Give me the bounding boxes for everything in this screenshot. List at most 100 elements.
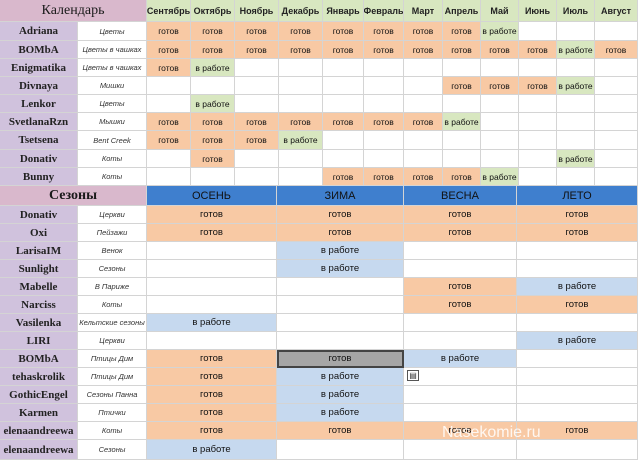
season-status-cell[interactable] bbox=[147, 296, 277, 314]
season-status-cell[interactable] bbox=[517, 440, 638, 460]
status-cell[interactable] bbox=[519, 150, 557, 168]
status-cell[interactable] bbox=[364, 59, 404, 77]
status-cell[interactable]: в работе bbox=[481, 168, 519, 186]
status-cell[interactable]: в работе bbox=[557, 150, 595, 168]
status-cell[interactable] bbox=[519, 168, 557, 186]
season-status-cell[interactable] bbox=[517, 242, 638, 260]
status-cell[interactable] bbox=[147, 150, 191, 168]
status-cell[interactable]: готов bbox=[279, 113, 323, 131]
status-cell[interactable]: готов bbox=[191, 131, 235, 150]
season-status-cell[interactable]: готов bbox=[147, 350, 277, 368]
status-cell[interactable]: готов bbox=[323, 113, 364, 131]
season-status-cell[interactable]: готов bbox=[517, 206, 638, 224]
status-cell[interactable]: в работе bbox=[443, 113, 481, 131]
status-cell[interactable] bbox=[481, 95, 519, 113]
status-cell[interactable] bbox=[235, 59, 279, 77]
season-status-cell[interactable] bbox=[404, 314, 517, 332]
status-cell[interactable]: готов bbox=[364, 22, 404, 41]
status-cell[interactable] bbox=[481, 59, 519, 77]
season-status-cell[interactable] bbox=[517, 350, 638, 368]
season-status-cell[interactable] bbox=[517, 386, 638, 404]
status-cell[interactable]: готов bbox=[364, 113, 404, 131]
status-cell[interactable] bbox=[595, 95, 638, 113]
status-cell[interactable] bbox=[557, 113, 595, 131]
season-status-cell[interactable]: готов bbox=[404, 224, 517, 242]
season-status-cell[interactable]: в работе bbox=[517, 278, 638, 296]
status-cell[interactable]: готов bbox=[323, 168, 364, 186]
status-cell[interactable]: готов bbox=[481, 77, 519, 95]
season-status-cell[interactable]: готов bbox=[517, 296, 638, 314]
status-cell[interactable]: готов bbox=[404, 113, 443, 131]
status-cell[interactable]: готов bbox=[595, 41, 638, 59]
season-status-cell[interactable]: в работе bbox=[147, 440, 277, 460]
status-cell[interactable] bbox=[147, 168, 191, 186]
status-cell[interactable]: готов bbox=[519, 41, 557, 59]
status-cell[interactable]: в работе bbox=[279, 131, 323, 150]
status-cell[interactable]: готов bbox=[481, 41, 519, 59]
status-cell[interactable]: готов bbox=[191, 41, 235, 59]
season-status-cell[interactable] bbox=[404, 440, 517, 460]
status-cell[interactable] bbox=[364, 150, 404, 168]
status-cell[interactable] bbox=[595, 59, 638, 77]
status-cell[interactable] bbox=[404, 59, 443, 77]
status-cell[interactable] bbox=[404, 95, 443, 113]
status-cell[interactable] bbox=[279, 77, 323, 95]
season-status-cell[interactable]: готов bbox=[147, 404, 277, 422]
season-status-cell[interactable] bbox=[277, 314, 404, 332]
status-cell[interactable]: готов bbox=[443, 168, 481, 186]
season-status-cell[interactable] bbox=[404, 386, 517, 404]
season-status-cell[interactable]: готов bbox=[404, 278, 517, 296]
status-cell[interactable]: готов bbox=[443, 41, 481, 59]
status-cell[interactable] bbox=[595, 168, 638, 186]
status-cell[interactable] bbox=[481, 150, 519, 168]
season-status-cell[interactable]: готов bbox=[147, 224, 277, 242]
season-status-cell[interactable]: в работе bbox=[517, 332, 638, 350]
season-status-cell[interactable]: в работе bbox=[277, 404, 404, 422]
season-status-cell[interactable] bbox=[404, 368, 517, 386]
season-status-cell[interactable]: готов bbox=[404, 296, 517, 314]
status-cell[interactable] bbox=[279, 59, 323, 77]
status-cell[interactable]: готов bbox=[279, 22, 323, 41]
status-cell[interactable]: готов bbox=[443, 77, 481, 95]
status-cell[interactable]: готов bbox=[519, 77, 557, 95]
status-cell[interactable] bbox=[557, 22, 595, 41]
status-cell[interactable] bbox=[364, 131, 404, 150]
season-status-cell[interactable] bbox=[147, 332, 277, 350]
season-status-cell[interactable] bbox=[277, 296, 404, 314]
season-status-cell[interactable] bbox=[277, 332, 404, 350]
status-cell[interactable]: готов bbox=[147, 59, 191, 77]
status-cell[interactable] bbox=[481, 131, 519, 150]
paste-options-icon[interactable]: ▤ bbox=[407, 370, 419, 381]
status-cell[interactable]: готов bbox=[323, 22, 364, 41]
status-cell[interactable] bbox=[323, 77, 364, 95]
season-status-cell[interactable]: готов bbox=[404, 206, 517, 224]
status-cell[interactable] bbox=[404, 77, 443, 95]
season-status-cell[interactable]: готов bbox=[404, 422, 517, 440]
season-status-cell[interactable] bbox=[404, 404, 517, 422]
season-status-cell[interactable]: готов bbox=[517, 422, 638, 440]
season-status-cell[interactable] bbox=[404, 242, 517, 260]
status-cell[interactable]: готов bbox=[147, 41, 191, 59]
season-status-cell[interactable]: готов bbox=[277, 422, 404, 440]
season-status-cell[interactable]: в работе bbox=[277, 386, 404, 404]
status-cell[interactable]: готов bbox=[323, 41, 364, 59]
status-cell[interactable]: в работе bbox=[557, 77, 595, 95]
status-cell[interactable]: готов bbox=[404, 41, 443, 59]
season-status-cell[interactable] bbox=[147, 242, 277, 260]
status-cell[interactable] bbox=[323, 95, 364, 113]
season-status-cell[interactable]: готов bbox=[277, 350, 404, 368]
status-cell[interactable] bbox=[235, 95, 279, 113]
status-cell[interactable]: готов bbox=[364, 41, 404, 59]
season-status-cell[interactable] bbox=[147, 260, 277, 278]
status-cell[interactable] bbox=[519, 131, 557, 150]
season-status-cell[interactable]: готов bbox=[517, 224, 638, 242]
status-cell[interactable]: готов bbox=[235, 131, 279, 150]
status-cell[interactable] bbox=[323, 131, 364, 150]
status-cell[interactable]: готов bbox=[147, 22, 191, 41]
status-cell[interactable] bbox=[519, 95, 557, 113]
status-cell[interactable]: готов bbox=[147, 113, 191, 131]
season-status-cell[interactable]: в работе bbox=[277, 242, 404, 260]
season-status-cell[interactable]: в работе bbox=[147, 314, 277, 332]
status-cell[interactable] bbox=[191, 168, 235, 186]
status-cell[interactable] bbox=[147, 95, 191, 113]
